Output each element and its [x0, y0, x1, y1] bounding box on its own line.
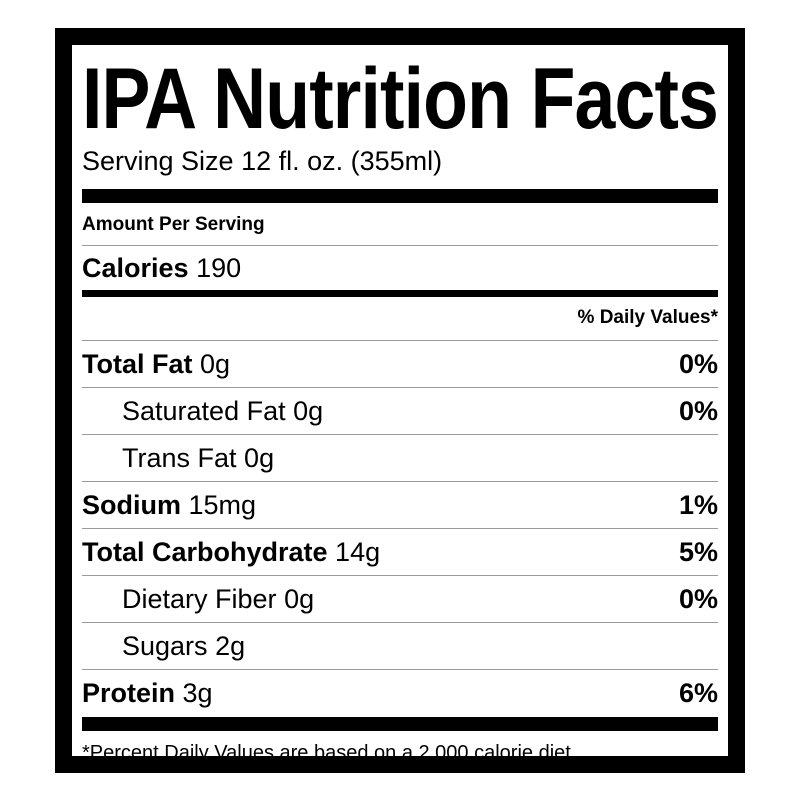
- nutrient-label: Protein: [82, 677, 176, 708]
- calories-value: 190: [196, 252, 242, 283]
- nutrient-amount: 15mg: [188, 489, 257, 520]
- divider: [82, 622, 718, 623]
- divider: [82, 340, 718, 341]
- divider: [82, 245, 718, 246]
- divider: [82, 387, 718, 388]
- nutrient-label: Saturated Fat: [122, 395, 286, 426]
- nutrient-row: Total Fat 0g 0%: [82, 341, 718, 387]
- nutrient-label: Sugars: [122, 630, 208, 661]
- nutrient-label: Total Fat: [82, 348, 193, 379]
- nutrient-amount: 0g: [284, 583, 315, 614]
- divider: [82, 434, 718, 435]
- nutrient-daily-value: 0%: [678, 395, 718, 426]
- daily-values-header: % Daily Values*: [577, 307, 718, 328]
- footnote: *Percent Daily Values are based on a 2,0…: [82, 742, 577, 764]
- nutrient-label: Dietary Fiber: [122, 583, 277, 614]
- nutrient-row: Sugars 2g: [82, 623, 718, 669]
- nutrient-row: Sodium 15mg 1%: [82, 482, 718, 528]
- nutrient-amount: 3g: [182, 677, 213, 708]
- nutrient-row: Total Carbohydrate 14g 5%: [82, 529, 718, 575]
- calories-label: Calories: [82, 252, 189, 283]
- nutrient-daily-value: 0%: [678, 348, 718, 379]
- nutrient-amount: 0g: [244, 442, 275, 473]
- nutrient-daily-value: 6%: [678, 677, 718, 708]
- nutrient-amount: 0g: [200, 348, 231, 379]
- nutrient-amount: 14g: [335, 536, 381, 567]
- nutrient-daily-value: 0%: [678, 583, 718, 614]
- nutrient-amount: 0g: [293, 395, 324, 426]
- thick-divider: [82, 189, 718, 203]
- nutrient-row: Saturated Fat 0g 0%: [82, 388, 718, 434]
- nutrient-label: Total Carbohydrate: [82, 536, 328, 567]
- nutrient-daily-value: 5%: [678, 536, 718, 567]
- nutrient-row: Protein 3g 6%: [82, 670, 718, 716]
- divider: [82, 575, 718, 576]
- nutrient-daily-value: 1%: [678, 489, 718, 520]
- amount-per-serving: Amount Per Serving: [82, 214, 265, 235]
- calories-row: Calories 190: [82, 245, 718, 291]
- divider: [82, 481, 718, 482]
- nutrient-label: Trans Fat: [122, 442, 237, 473]
- nutrient-label: Sodium: [82, 489, 181, 520]
- nutrition-facts-label: IPA Nutrition Facts Serving Size 12 fl. …: [55, 28, 745, 773]
- divider: [82, 528, 718, 529]
- nutrient-amount: 2g: [215, 630, 246, 661]
- label-title: IPA Nutrition Facts: [82, 51, 719, 147]
- divider: [82, 669, 718, 670]
- nutrient-row: Dietary Fiber 0g 0%: [82, 576, 718, 622]
- serving-size: Serving Size 12 fl. oz. (355ml): [82, 146, 443, 176]
- thick-divider: [82, 717, 718, 731]
- nutrient-row: Trans Fat 0g: [82, 435, 718, 481]
- medium-divider: [82, 290, 718, 297]
